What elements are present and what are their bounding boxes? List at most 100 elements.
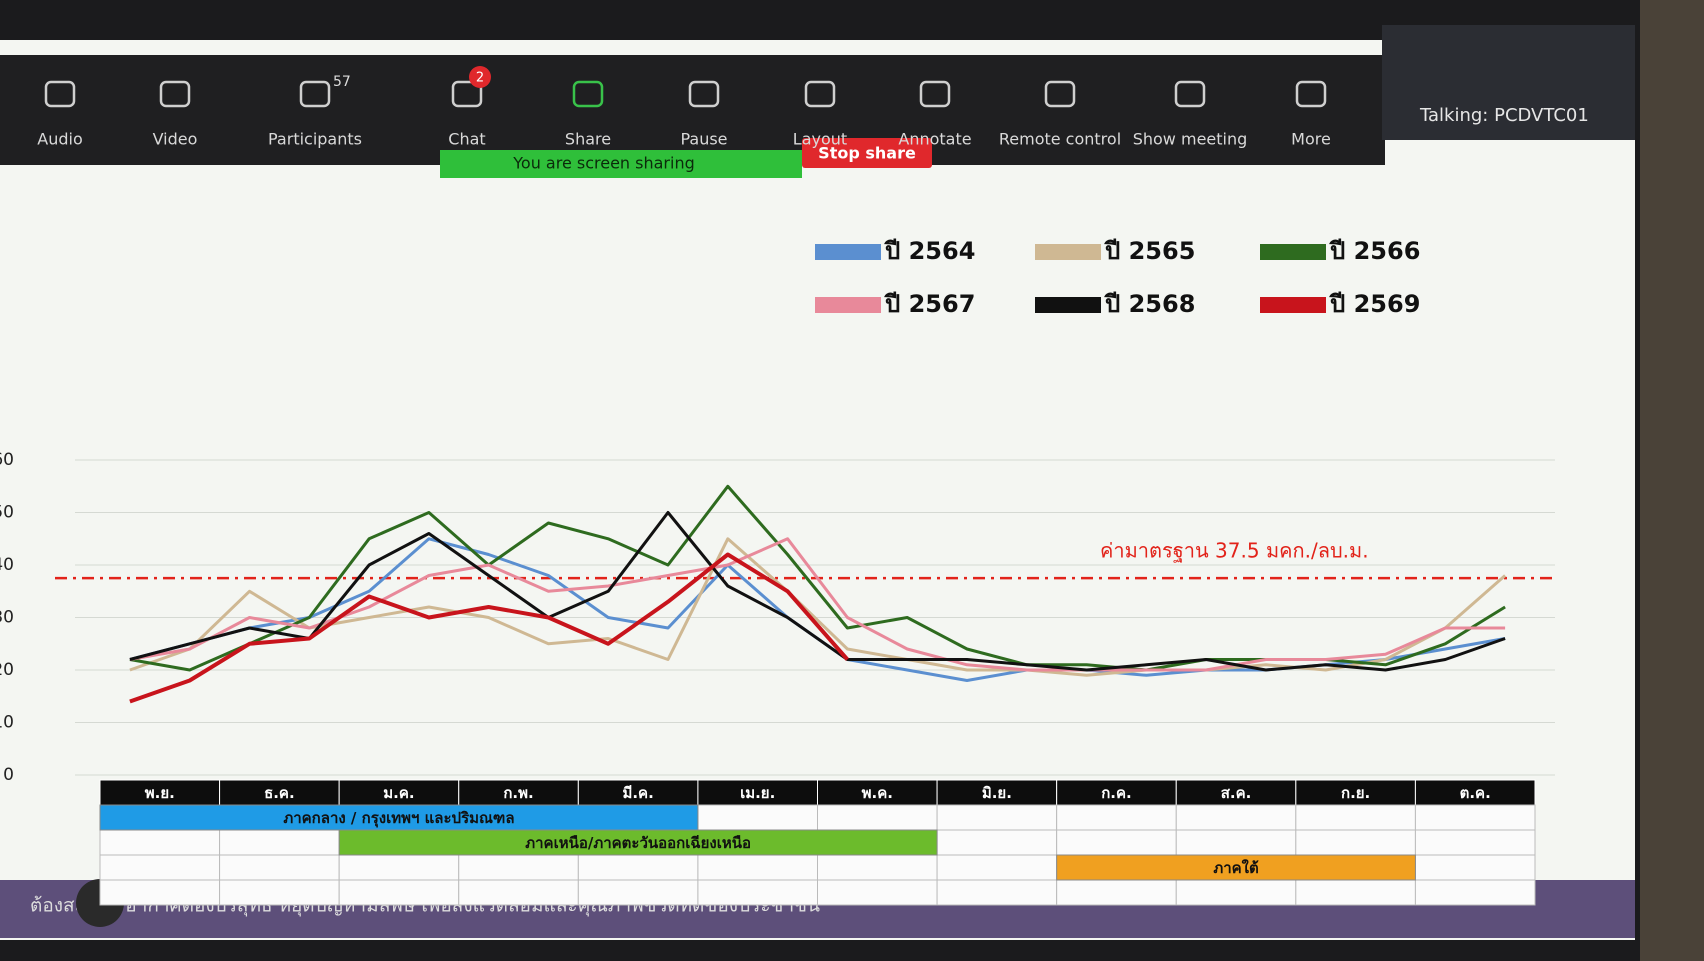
toolbar-label[interactable]: More bbox=[1291, 130, 1331, 149]
toolbar-label[interactable]: Chat bbox=[448, 130, 485, 149]
table-cell bbox=[817, 804, 938, 831]
toolbar-label[interactable]: Share bbox=[565, 130, 611, 149]
table-cell bbox=[577, 879, 699, 906]
toolbar-label[interactable]: Remote control bbox=[999, 130, 1121, 149]
table-cell bbox=[219, 829, 340, 856]
table-cell bbox=[219, 854, 340, 881]
month-label: ก.ค. bbox=[1101, 784, 1132, 802]
region-label: ภาคใต้ bbox=[1213, 859, 1258, 877]
stop-share-button[interactable] bbox=[802, 138, 932, 168]
table-cell bbox=[99, 854, 221, 881]
month-header-cell bbox=[99, 779, 221, 806]
region-label: ภาคเหนือ/ภาคตะวันออกเฉียงเหนือ bbox=[525, 834, 751, 852]
table-cell bbox=[936, 804, 1058, 831]
toolbar-label[interactable]: Audio bbox=[37, 130, 82, 149]
region-band bbox=[1056, 854, 1416, 881]
table-cell bbox=[1056, 879, 1177, 906]
toolbar-icon[interactable] bbox=[572, 80, 604, 108]
table-cell bbox=[458, 854, 579, 881]
table-cell bbox=[936, 829, 1058, 856]
month-header-cell bbox=[219, 779, 340, 806]
y-tick-label: 0 bbox=[3, 765, 14, 785]
region-label: ภาคกลาง / กรุงเทพฯ และปริมณฑล bbox=[283, 809, 514, 828]
legend-swatch bbox=[1260, 297, 1326, 313]
table-cell bbox=[697, 879, 819, 906]
legend-label: ปี 2567 bbox=[884, 290, 976, 318]
table-cell bbox=[1295, 804, 1416, 831]
table-cell bbox=[1295, 879, 1416, 906]
toolbar-icon[interactable] bbox=[1174, 80, 1206, 108]
toolbar-label[interactable]: Annotate bbox=[898, 130, 971, 149]
chat-badge-count: 2 bbox=[476, 71, 484, 86]
legend-label: ปี 2564 bbox=[884, 237, 976, 265]
table-cell bbox=[99, 879, 221, 906]
table-cell bbox=[1175, 879, 1297, 906]
legend-swatch bbox=[1035, 244, 1101, 260]
table-cell bbox=[936, 879, 1058, 906]
toolbar-icon[interactable] bbox=[159, 80, 191, 108]
toolbar-icon[interactable] bbox=[1044, 80, 1076, 108]
toolbar-label[interactable]: Pause bbox=[680, 130, 727, 149]
toolbar-label[interactable]: Layout bbox=[793, 130, 847, 149]
month-label: ก.พ. bbox=[503, 784, 533, 802]
table-cell bbox=[1414, 879, 1536, 906]
table-cell bbox=[817, 879, 938, 906]
month-label: ก.ย. bbox=[1341, 784, 1370, 802]
room-background bbox=[1640, 0, 1704, 961]
month-label: ธ.ค. bbox=[264, 784, 295, 802]
legend-label: ปี 2568 bbox=[1104, 290, 1196, 318]
y-tick-label: 10 bbox=[0, 713, 14, 733]
stop-share-label[interactable]: Stop share bbox=[818, 144, 916, 163]
series-line bbox=[129, 511, 1506, 672]
table-cell bbox=[1414, 854, 1536, 881]
video-tile bbox=[1382, 25, 1635, 140]
toolbar-label[interactable]: Show meeting bbox=[1133, 130, 1248, 149]
table-cell bbox=[338, 879, 460, 906]
region-band bbox=[338, 829, 938, 856]
y-tick-label: 50 bbox=[0, 503, 14, 523]
table-cell bbox=[1295, 829, 1416, 856]
y-tick-label: 20 bbox=[0, 660, 14, 680]
toolbar-icon[interactable] bbox=[299, 80, 331, 108]
chat-badge bbox=[469, 66, 491, 88]
y-tick-label: 60 bbox=[0, 450, 14, 470]
legend-swatch bbox=[815, 244, 881, 260]
toolbar-label[interactable]: Participants bbox=[268, 130, 362, 149]
toolbar-label[interactable]: Video bbox=[153, 130, 198, 149]
table-cell bbox=[458, 879, 579, 906]
toolbar-icon[interactable] bbox=[919, 80, 951, 108]
y-tick-label: 40 bbox=[0, 555, 14, 575]
legend-label: ปี 2566 bbox=[1329, 237, 1421, 265]
month-header-cell bbox=[338, 779, 460, 806]
toolbar-icon[interactable] bbox=[44, 80, 76, 108]
toolbar-icon[interactable] bbox=[451, 80, 483, 108]
y-tick-label: 30 bbox=[0, 608, 14, 628]
month-label: ม.ค. bbox=[383, 784, 414, 802]
toolbar-icon[interactable] bbox=[1295, 80, 1327, 108]
sharing-notice: You are screen sharing bbox=[512, 154, 695, 173]
table-cell bbox=[1056, 804, 1177, 831]
toolbar bbox=[0, 55, 1385, 165]
region-band bbox=[99, 804, 699, 831]
table-cell bbox=[1175, 804, 1297, 831]
series-line bbox=[129, 552, 849, 704]
legend-label: ปี 2565 bbox=[1104, 237, 1196, 265]
table-cell bbox=[697, 804, 819, 831]
month-label: ต.ค. bbox=[1460, 784, 1491, 802]
month-label: ส.ค. bbox=[1221, 784, 1252, 802]
month-label: มี.ค. bbox=[622, 784, 653, 802]
table-cell bbox=[1175, 829, 1297, 856]
table-cell bbox=[338, 854, 460, 881]
toolbar-icon[interactable] bbox=[688, 80, 720, 108]
legend-swatch bbox=[1260, 244, 1326, 260]
table-cell bbox=[1414, 804, 1536, 831]
participants-count: 57 bbox=[333, 74, 351, 90]
month-label: พ.ย. bbox=[145, 784, 175, 802]
month-label: พ.ค. bbox=[862, 784, 893, 802]
month-header-cell bbox=[577, 779, 699, 806]
series-line bbox=[129, 537, 1507, 677]
talking-indicator: Talking: PCDVTC01 bbox=[1419, 105, 1589, 126]
toolbar-icon[interactable] bbox=[804, 80, 836, 108]
